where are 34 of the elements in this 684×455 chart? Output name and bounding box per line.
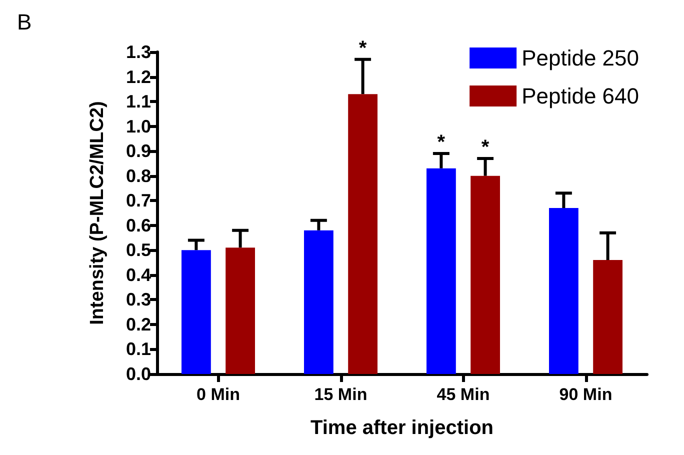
bar (348, 94, 378, 374)
chart-title: B (17, 10, 32, 34)
data-label: * (437, 132, 446, 154)
y-tick-label: 0.3 (126, 290, 151, 310)
bar (304, 230, 334, 374)
bar (549, 208, 578, 374)
x-tick-label: 0 Min (196, 385, 240, 404)
bar (182, 250, 211, 374)
y-tick-label: 0.7 (126, 190, 151, 211)
y-tick-label: 0.5 (126, 240, 151, 260)
legend-label: Peptide 250 (522, 46, 640, 70)
y-tick-label: 0.9 (126, 141, 151, 162)
y-tick-label: 1.0 (126, 116, 151, 136)
bar (426, 168, 456, 374)
x-tick-label: 90 Min (559, 385, 612, 404)
y-tick-label: 0.1 (126, 339, 151, 360)
y-tick-label: 1.3 (126, 42, 151, 62)
x-tick-label: 45 Min (436, 385, 490, 404)
y-axis-title: Intensity (P-MLC2/MLC2) (87, 101, 108, 325)
y-tick-label: 0.0 (126, 364, 151, 384)
bar (226, 248, 255, 374)
y-tick-label: 0.4 (126, 264, 151, 285)
y-tick-label: 0.8 (126, 166, 151, 186)
y-tick-label: 0.6 (126, 215, 151, 236)
y-tick-label: 0.2 (126, 314, 151, 334)
x-axis-title: Time after injection (310, 417, 494, 439)
data-label: * (481, 136, 490, 159)
bar (593, 260, 622, 374)
bar (470, 176, 500, 374)
y-tick-label: 1.2 (126, 66, 151, 87)
data-label: * (358, 37, 367, 60)
y-tick-label: 1.1 (126, 92, 151, 112)
legend-label: Peptide 640 (522, 84, 640, 108)
x-tick-label: 15 Min (314, 385, 368, 404)
